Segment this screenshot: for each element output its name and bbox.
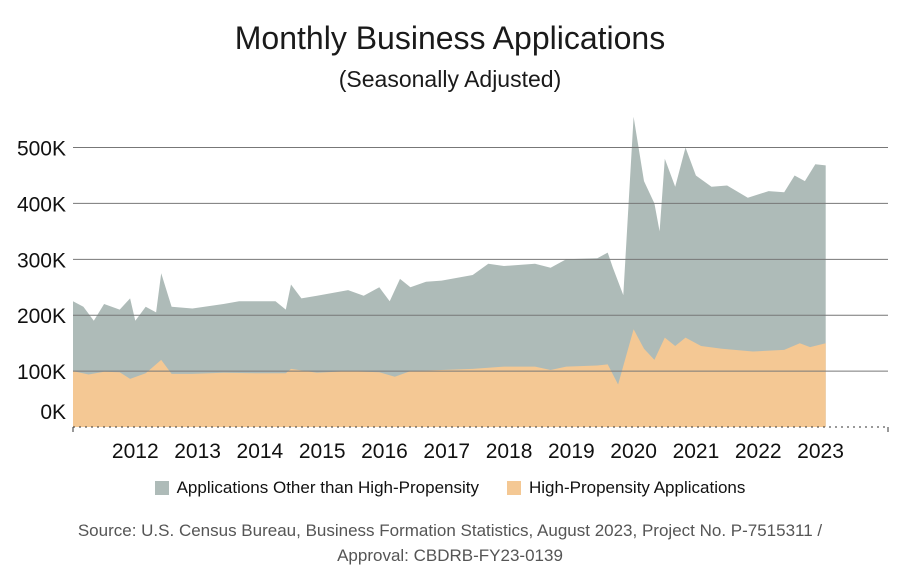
y-tick-label: 100K <box>17 361 66 384</box>
x-tick-label: 2021 <box>673 440 720 463</box>
legend-item-high-propensity: High-Propensity Applications <box>506 478 746 498</box>
y-tick-label: 0K <box>40 401 66 424</box>
x-tick-label: 2019 <box>548 440 595 463</box>
legend-swatch-high-propensity <box>506 481 521 495</box>
legend-label-other: Applications Other than High-Propensity <box>176 478 479 497</box>
source-line-1: Source: U.S. Census Bureau, Business For… <box>77 521 823 540</box>
legend-label-high-propensity: High-Propensity Applications <box>528 478 746 497</box>
source-note: Source: U.S. Census Bureau, Business For… <box>30 518 870 568</box>
legend-swatch-other <box>154 481 169 495</box>
x-tick-label: 2013 <box>174 440 221 463</box>
x-tick-label: 2017 <box>423 440 470 463</box>
chart-subtitle: (Seasonally Adjusted) <box>338 66 562 92</box>
chart-plot: 0K 100K 200K 300K 400K 500K 2012 2013 2014 2015 20… <box>17 116 889 463</box>
legend-item-other: Applications Other than High-Propensity <box>154 478 479 498</box>
x-tick-label: 2015 <box>299 440 346 463</box>
source-line-2: Approval: CBDRB-FY23-0139 <box>337 546 563 565</box>
y-tick-label: 300K <box>17 249 66 272</box>
x-tick-label: 2023 <box>797 440 844 463</box>
chart-legend: Applications Other than High-Propensity … <box>0 478 900 498</box>
x-tick-label: 2022 <box>735 440 782 463</box>
y-tick-label: 400K <box>17 193 66 216</box>
y-tick-label: 200K <box>17 305 66 328</box>
area-high-propensity-applications <box>73 329 826 427</box>
y-tick-label: 500K <box>17 138 66 161</box>
chart-title: Monthly Business Applications <box>234 20 666 56</box>
x-tick-label: 2018 <box>486 440 533 463</box>
x-tick-label: 2020 <box>610 440 657 463</box>
x-tick-label: 2014 <box>237 440 284 463</box>
x-tick-label: 2012 <box>112 440 159 463</box>
x-tick-label: 2016 <box>361 440 408 463</box>
